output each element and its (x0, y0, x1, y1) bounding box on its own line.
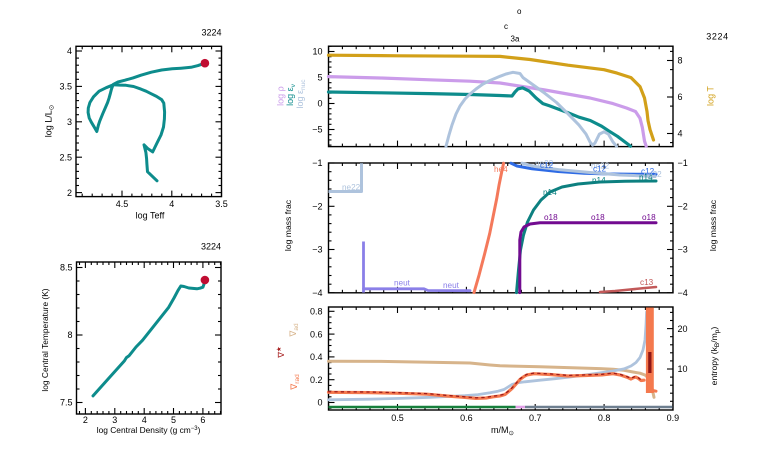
svg-text:0.9: 0.9 (667, 413, 680, 423)
svg-text:10: 10 (678, 364, 688, 374)
svg-text:0.8: 0.8 (598, 413, 611, 423)
svg-text:3a: 3a (511, 35, 520, 44)
svg-text:c12: c12 (540, 161, 554, 170)
svg-text:ne22: ne22 (591, 162, 610, 171)
svg-text:3.5: 3.5 (215, 199, 228, 209)
svg-text:n14: n14 (592, 176, 606, 185)
svg-text:log L/L⊙: log L/L⊙ (44, 104, 56, 137)
svg-text:n14: n14 (543, 188, 557, 197)
svg-text:ne22: ne22 (644, 170, 663, 179)
svg-text:3224: 3224 (201, 27, 221, 37)
svg-text:o18: o18 (591, 213, 605, 222)
svg-text:0.8: 0.8 (310, 307, 323, 317)
svg-text:4: 4 (678, 129, 683, 139)
svg-text:10: 10 (312, 47, 322, 57)
svg-text:−4: −4 (678, 288, 688, 298)
svg-text:ne22: ne22 (535, 159, 554, 168)
svg-text:o18: o18 (642, 213, 656, 222)
svg-text:0.7: 0.7 (529, 413, 542, 423)
svg-text:2: 2 (83, 415, 88, 425)
svg-text:c: c (504, 22, 508, 31)
svg-text:−4: −4 (312, 288, 322, 298)
svg-text:o18: o18 (544, 213, 558, 222)
svg-text:log Central Temperature (K): log Central Temperature (K) (40, 288, 50, 391)
svg-text:0.6: 0.6 (310, 329, 323, 339)
svg-text:4: 4 (67, 46, 72, 56)
svg-text:6: 6 (678, 92, 683, 102)
svg-text:−2: −2 (312, 202, 322, 212)
svg-text:4: 4 (169, 199, 174, 209)
svg-text:7.5: 7.5 (60, 398, 73, 408)
svg-text:4.5: 4.5 (116, 199, 129, 209)
svg-text:∇★: ∇★ (275, 346, 286, 359)
svg-text:log mass frac: log mass frac (708, 199, 718, 251)
svg-text:2.5: 2.5 (59, 152, 72, 162)
svg-text:−2: −2 (678, 202, 688, 212)
svg-text:6: 6 (200, 415, 205, 425)
svg-text:log mass frac: log mass frac (283, 199, 293, 251)
svg-text:ne22: ne22 (342, 183, 361, 192)
svg-text:neut: neut (443, 281, 460, 290)
svg-text:−3: −3 (678, 245, 688, 255)
svg-text:8.5: 8.5 (60, 263, 73, 273)
svg-text:he4: he4 (494, 165, 508, 174)
svg-text:c12: c12 (593, 165, 607, 174)
svg-text:2: 2 (67, 188, 72, 198)
svg-text:c13: c13 (640, 278, 654, 287)
svg-text:−1: −1 (678, 158, 688, 168)
svg-text:8: 8 (67, 330, 72, 340)
svg-text:0.2: 0.2 (310, 375, 323, 385)
svg-text:3224: 3224 (201, 242, 221, 252)
svg-text:neut: neut (394, 279, 411, 288)
svg-text:3.5: 3.5 (59, 82, 72, 92)
svg-text:c12: c12 (641, 167, 655, 176)
svg-text:20: 20 (678, 324, 688, 334)
svg-text:0: 0 (317, 99, 322, 109)
svg-text:log Central Density (g cm−3): log Central Density (g cm−3) (97, 425, 201, 435)
svg-text:3: 3 (67, 117, 72, 127)
svg-text:8: 8 (678, 56, 683, 66)
svg-text:−1: −1 (312, 158, 322, 168)
svg-text:3224: 3224 (706, 32, 728, 42)
svg-text:log Teff: log Teff (136, 211, 165, 221)
svg-text:log ρ: log ρ (276, 86, 286, 106)
svg-text:o: o (517, 7, 522, 16)
svg-text:0: 0 (317, 398, 322, 408)
svg-text:0.4: 0.4 (310, 352, 323, 362)
svg-text:log T: log T (706, 86, 716, 106)
svg-text:0.6: 0.6 (460, 413, 473, 423)
svg-text:−5: −5 (312, 125, 322, 135)
svg-text:0.5: 0.5 (391, 413, 404, 423)
svg-text:n14: n14 (639, 173, 653, 182)
svg-text:entropy (kB/mp): entropy (kB/mp) (709, 327, 721, 386)
svg-text:log εν: log εν (285, 84, 297, 106)
svg-text:5: 5 (317, 73, 322, 83)
svg-text:−3: −3 (312, 245, 322, 255)
svg-text:4: 4 (142, 415, 147, 425)
svg-text:5: 5 (171, 415, 176, 425)
svg-text:3: 3 (112, 415, 117, 425)
